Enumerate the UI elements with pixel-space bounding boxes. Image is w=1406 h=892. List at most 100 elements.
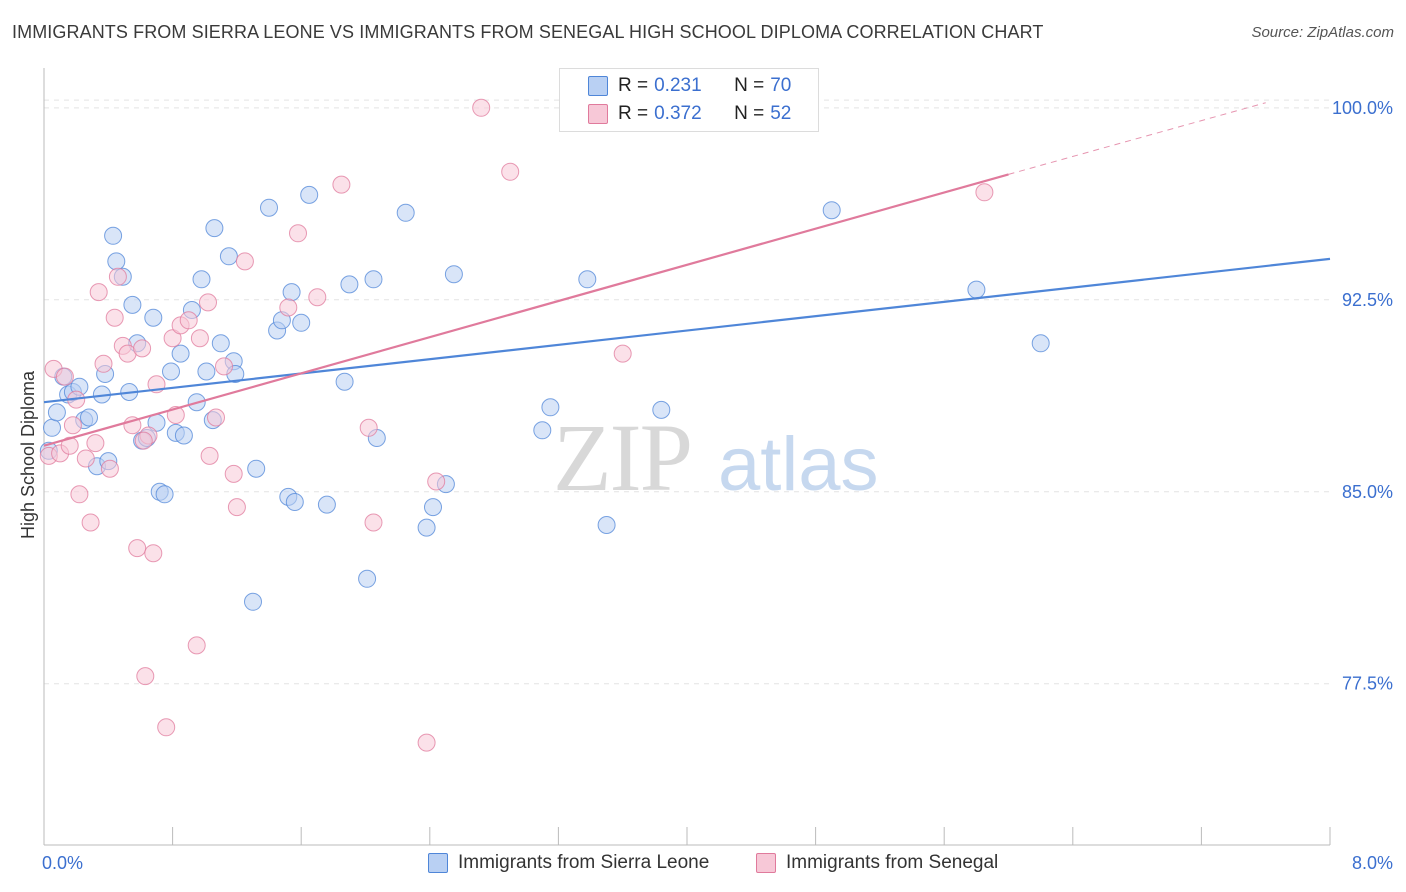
- senegal-point: [94, 354, 113, 373]
- sierra-leone-point: [967, 280, 986, 299]
- senegal-point: [417, 733, 436, 752]
- senegal-point: [359, 418, 378, 437]
- senegal-point: [163, 329, 182, 348]
- senegal-point: [332, 175, 351, 194]
- sierra-leone-point: [340, 275, 359, 294]
- legend-r-label: R =: [618, 103, 649, 124]
- senegal-trend-line: [43, 173, 1009, 447]
- senegal-point: [60, 436, 79, 455]
- senegal-point: [613, 344, 632, 363]
- sierra-leone-point: [335, 372, 354, 391]
- x-tick-label: 8.0%: [1352, 853, 1393, 873]
- legend-r-value: 0.372: [654, 103, 702, 124]
- series-legend-senegal: Immigrants from Senegal: [756, 852, 998, 874]
- senegal-point: [179, 311, 198, 330]
- watermark-atlas: atlas: [718, 422, 879, 507]
- sierra-leone-point: [260, 198, 278, 217]
- legend-n-value: 52: [770, 103, 792, 124]
- senegal-point: [975, 183, 994, 202]
- senegal-point: [63, 416, 82, 435]
- senegal-point: [308, 288, 327, 307]
- senegal-point: [227, 498, 246, 517]
- sierra-leone-point: [211, 334, 230, 353]
- sierra-leone-point: [104, 226, 123, 245]
- sierra-leone-point: [123, 295, 142, 314]
- senegal-trend-extension: [1008, 102, 1266, 175]
- x-tick-labels: 0.0% 8.0%: [42, 853, 1393, 873]
- senegal-point: [224, 464, 243, 483]
- senegal-point: [89, 283, 108, 302]
- watermark-zip: ZIP: [553, 404, 691, 511]
- sierra-leone-point: [541, 398, 560, 417]
- legend-swatch-senegal: [588, 104, 608, 124]
- y-tick-label: 77.5%: [1342, 674, 1393, 694]
- chart-title: IMMIGRANTS FROM SIERRA LEONE VS IMMIGRAN…: [12, 22, 1044, 42]
- sierra-leone-point: [317, 495, 336, 514]
- sierra-leone-point: [107, 252, 126, 271]
- senegal-point: [187, 636, 206, 655]
- senegal-point: [133, 339, 152, 358]
- legend-n-value: 70: [770, 75, 792, 96]
- senegal-point: [472, 98, 491, 117]
- senegal-point: [70, 485, 89, 504]
- sierra-leone-point: [205, 219, 224, 238]
- source-label: Source: ZipAtlas.com: [1251, 24, 1394, 41]
- senegal-point: [215, 357, 233, 376]
- sierra-leone-point: [578, 270, 597, 289]
- senegal-point: [76, 449, 95, 468]
- series-name: Immigrants from Sierra Leone: [458, 852, 710, 873]
- y-tick-label: 85.0%: [1342, 482, 1393, 502]
- series-legend: Immigrants from Sierra Leone Immigrants …: [0, 852, 1406, 878]
- series-swatch-sierra-leone: [428, 853, 448, 873]
- sierra-leone-point: [162, 362, 180, 381]
- legend-row-sierra-leone: R = 0.231 N = 70: [618, 74, 791, 98]
- senegal-point: [136, 667, 155, 686]
- sierra-leone-point: [424, 498, 442, 517]
- sierra-leone-point: [396, 203, 415, 222]
- x-tick-label: 0.0%: [42, 853, 83, 873]
- sierra-leone-point: [174, 426, 193, 445]
- senegal-point: [199, 293, 217, 312]
- sierra-leone-trend-line: [43, 257, 1331, 404]
- senegal-point: [364, 513, 383, 532]
- series-legend-sierra-leone: Immigrants from Sierra Leone: [428, 852, 709, 874]
- legend-swatch-sierra-leone: [588, 76, 608, 96]
- senegal-point: [190, 329, 209, 348]
- sierra-leone-point: [197, 362, 216, 381]
- series-name: Immigrants from Senegal: [786, 852, 999, 873]
- senegal-point: [235, 252, 254, 271]
- sierra-leone-point: [292, 313, 311, 332]
- sierra-leone-point: [219, 247, 238, 266]
- senegal-point: [81, 513, 100, 532]
- sierra-leone-point: [282, 283, 301, 302]
- sierra-leone-point: [144, 308, 163, 327]
- senegal-point: [200, 446, 219, 465]
- sierra-leone-point: [244, 592, 262, 611]
- sierra-leone-point: [1031, 334, 1050, 353]
- senegal-point: [128, 539, 147, 558]
- sierra-leone-point: [247, 459, 266, 478]
- sierra-leone-point: [444, 265, 463, 284]
- senegal-point: [86, 434, 105, 453]
- sierra-leone-point: [652, 400, 671, 419]
- sierra-leone-point: [417, 518, 436, 537]
- sierra-leone-point: [597, 516, 616, 534]
- series-swatch-senegal: [756, 853, 776, 873]
- legend-n-label: N =: [734, 103, 765, 124]
- senegal-point: [157, 718, 176, 737]
- sierra-leone-point: [285, 493, 304, 511]
- senegal-point: [108, 267, 127, 286]
- sierra-leone-point: [300, 185, 319, 204]
- zipatlas-watermark: ZIP atlas: [553, 404, 879, 511]
- sierra-leone-point: [171, 344, 190, 363]
- senegal-point: [501, 162, 520, 181]
- trend-lines: [43, 102, 1331, 447]
- data-points: [39, 98, 1050, 752]
- senegal-point: [289, 224, 307, 243]
- sierra-leone-point: [80, 408, 98, 427]
- sierra-leone-point: [822, 201, 841, 220]
- senegal-point: [279, 298, 298, 317]
- sierra-leone-point: [192, 270, 211, 289]
- legend-r-label: R =: [618, 75, 649, 96]
